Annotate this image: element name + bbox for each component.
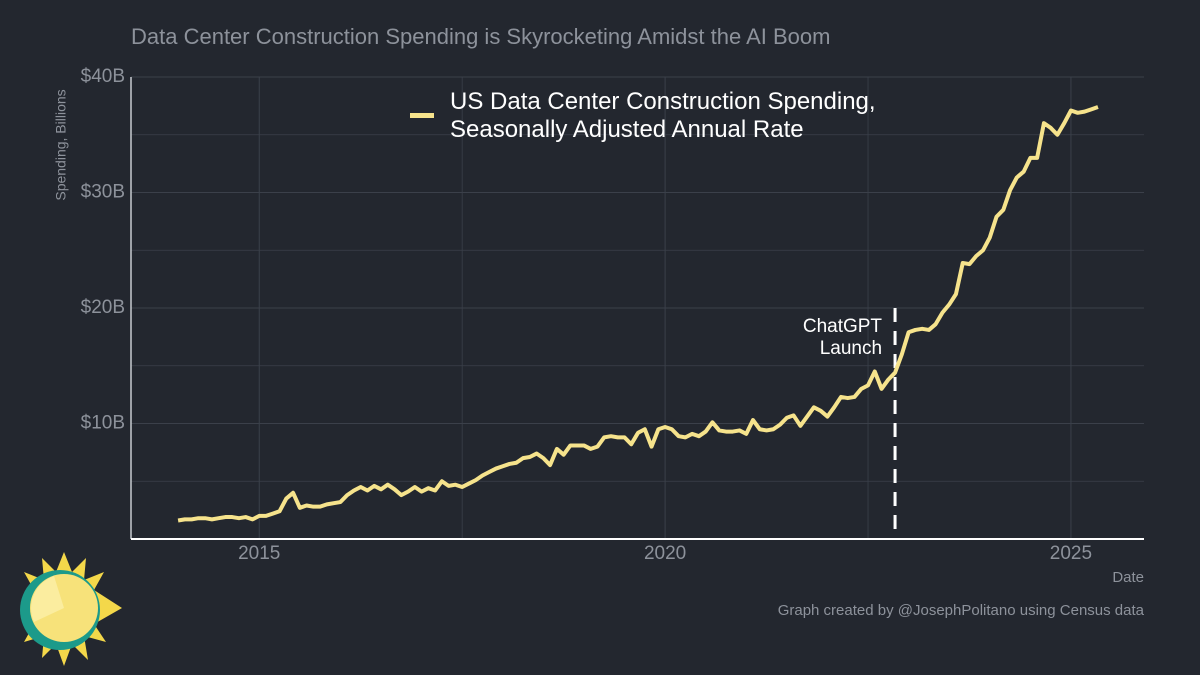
legend-entry: US Data Center Construction Spending, Se… — [410, 88, 930, 144]
chart-subtitle: Data Center Construction Spending is Sky… — [131, 24, 830, 49]
logo — [20, 552, 122, 666]
x-tick-label: 2015 — [238, 543, 280, 564]
annotation-text: Launch — [820, 338, 882, 359]
series-line — [177, 105, 1099, 523]
y-axis-label: Spending, Billions — [53, 89, 69, 200]
legend: US Data Center Construction Spending, Se… — [410, 88, 930, 144]
caption: Graph created by @JosephPolitano using C… — [778, 602, 1145, 619]
legend-label: US Data Center Construction Spending, Se… — [450, 88, 876, 143]
y-tick-label: $30B — [81, 182, 125, 203]
legend-swatch — [410, 113, 434, 118]
plot-area: $10B $20B $30B $40B 2015 2020 2025 ChatGPTLaunc… — [81, 66, 1144, 564]
logo-shade — [31, 576, 64, 622]
y-tick-label: $20B — [81, 297, 125, 318]
y-tick-label: $10B — [81, 413, 125, 434]
x-tick-label: 2020 — [644, 543, 686, 564]
x-tick-label: 2025 — [1050, 543, 1092, 564]
y-tick-label: $40B — [81, 66, 125, 87]
annotation-text: ChatGPT — [803, 316, 883, 337]
x-axis-label: Date — [1112, 569, 1144, 586]
